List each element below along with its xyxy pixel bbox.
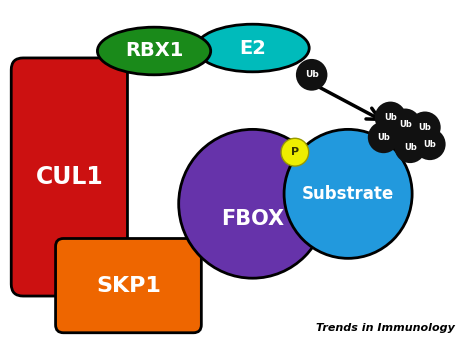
Text: Ub: Ub: [423, 140, 436, 149]
Text: P: P: [291, 147, 299, 157]
Text: RBX1: RBX1: [125, 42, 183, 61]
Circle shape: [390, 108, 421, 140]
FancyBboxPatch shape: [55, 239, 201, 333]
Text: Ub: Ub: [377, 133, 390, 142]
Text: Ub: Ub: [305, 70, 319, 79]
Circle shape: [409, 112, 441, 143]
Ellipse shape: [98, 27, 211, 75]
Text: Ub: Ub: [419, 123, 431, 132]
Circle shape: [284, 130, 412, 258]
Circle shape: [296, 59, 328, 91]
Text: SKP1: SKP1: [96, 276, 161, 296]
Circle shape: [394, 131, 426, 163]
Text: CUL1: CUL1: [36, 165, 103, 189]
Circle shape: [414, 128, 446, 160]
Ellipse shape: [196, 24, 309, 72]
Circle shape: [281, 138, 309, 166]
Circle shape: [368, 121, 399, 153]
Text: Ub: Ub: [399, 120, 411, 129]
Text: Substrate: Substrate: [302, 185, 394, 203]
Text: Trends in Immunology: Trends in Immunology: [316, 323, 455, 333]
Text: E2: E2: [239, 38, 266, 57]
Circle shape: [179, 130, 327, 278]
Text: FBOX: FBOX: [221, 209, 284, 229]
Text: Ub: Ub: [404, 143, 417, 152]
Circle shape: [375, 102, 406, 133]
Text: Ub: Ub: [384, 113, 397, 122]
FancyBboxPatch shape: [11, 58, 128, 296]
